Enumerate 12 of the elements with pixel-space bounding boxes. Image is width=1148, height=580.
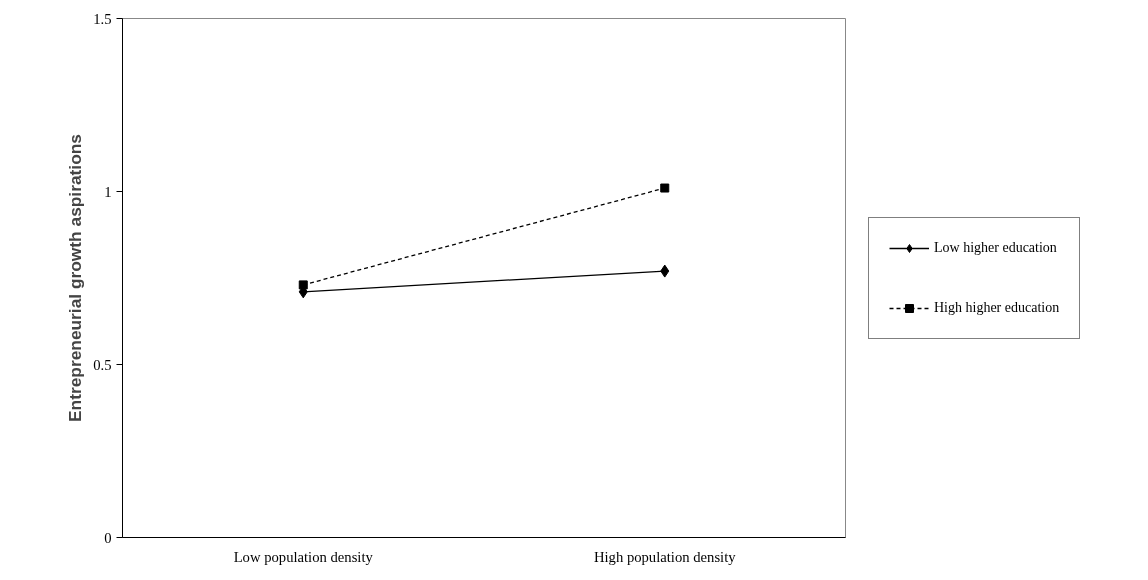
y-tick-label: 1.5 [93,10,112,27]
x-tick-label: High population density [593,548,737,565]
legend-label: High higher education [934,299,1060,316]
x-tick-label: Low population density [233,548,374,565]
y-tick-label: 1 [104,183,112,200]
point [660,264,670,278]
point [660,183,670,193]
y-tick-label: 0.5 [93,356,112,373]
y-axis-title: Entrepreneurial growth aspirations [65,134,86,422]
y-tick-label: 0 [104,529,112,546]
point [298,280,308,290]
legend-label: Low higher education [934,239,1057,256]
